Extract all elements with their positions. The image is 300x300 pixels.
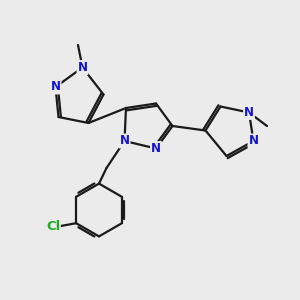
Text: N: N: [151, 142, 161, 155]
Text: N: N: [119, 134, 130, 148]
Text: N: N: [50, 80, 61, 94]
Text: N: N: [244, 106, 254, 119]
Text: N: N: [248, 134, 259, 148]
Text: Cl: Cl: [46, 220, 60, 233]
Text: N: N: [77, 61, 88, 74]
